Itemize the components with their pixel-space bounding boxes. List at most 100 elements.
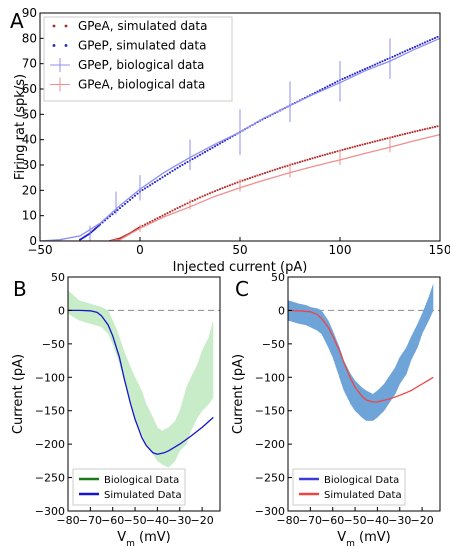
data-point: [199, 153, 201, 156]
data-point: [316, 90, 319, 93]
data-point: [271, 169, 274, 172]
data-point: [199, 196, 201, 199]
data-point: [229, 184, 231, 187]
panel-a: A−50 0 50 100 1500102030405060708090Injected…: [10, 6, 450, 275]
legend-marker: [52, 44, 56, 47]
y-tick-label: 10: [22, 209, 37, 223]
y-tick-label: −50: [42, 338, 65, 351]
data-point: [431, 38, 434, 41]
data-point: [119, 237, 121, 240]
data-point: [251, 176, 254, 179]
data-point: [424, 41, 426, 44]
data-point: [421, 128, 424, 131]
data-point: [394, 54, 396, 57]
data-point: [206, 149, 209, 152]
x-tick-label: −70: [79, 514, 102, 527]
data-point: [331, 151, 334, 154]
y-tick-label: 60: [22, 82, 37, 96]
data-point: [369, 141, 371, 144]
data-point: [156, 179, 159, 182]
data-point: [87, 233, 90, 236]
data-point: [84, 235, 86, 238]
data-point: [264, 172, 266, 174]
data-point: [216, 189, 219, 192]
data-point: [169, 210, 171, 213]
data-band: [68, 290, 214, 468]
data-point: [276, 167, 279, 170]
y-axis-label: Firing rat (spk/s): [13, 74, 28, 180]
y-tick-label: −300: [255, 505, 285, 518]
data-point: [356, 145, 359, 147]
data-point: [419, 129, 421, 132]
data-point: [401, 133, 404, 136]
x-tick-label: −50: [27, 243, 52, 257]
data-point: [159, 216, 161, 218]
legend-marker: [64, 44, 68, 47]
data-point: [151, 182, 154, 185]
data-point: [191, 158, 194, 161]
legend-label: GPeP, simulated data: [78, 39, 206, 53]
plot-area: [40, 36, 440, 241]
data-point: [179, 165, 181, 168]
data-point: [129, 198, 131, 201]
data-point: [396, 53, 399, 56]
panel-c: C−80 −70 −60 −50 −40 −30 −20−300−250−200−150−1…: [231, 271, 441, 549]
data-point: [224, 139, 226, 142]
data-point: [124, 203, 126, 205]
data-point: [201, 195, 204, 198]
data-point: [184, 203, 186, 206]
data-point: [386, 137, 389, 140]
legend-entry: Simulated Data: [299, 490, 402, 501]
plot-area: [68, 290, 220, 468]
data-point: [176, 207, 179, 209]
y-tick-label: 0: [58, 304, 65, 317]
legend-entry: GPeP, biological data: [50, 58, 204, 72]
data-point: [311, 93, 314, 95]
data-point: [364, 68, 366, 70]
data-point: [406, 132, 409, 135]
data-point: [424, 128, 426, 131]
data-point: [406, 49, 409, 52]
data-point: [80, 238, 83, 240]
data-point: [181, 204, 184, 207]
data-point: [104, 219, 106, 222]
data-point: [120, 236, 123, 239]
data-point: [369, 65, 371, 68]
data-point: [376, 62, 379, 65]
data-point: [161, 176, 164, 179]
data-point: [211, 146, 214, 149]
x-tick-label: −20: [191, 514, 214, 527]
data-point: [351, 146, 354, 149]
data-point: [209, 192, 211, 195]
data-point: [219, 142, 221, 145]
y-tick-label: 80: [22, 31, 37, 45]
legend-label: GPeA, simulated data: [78, 19, 207, 33]
y-tick-label: 0: [29, 234, 37, 248]
data-point: [231, 183, 234, 186]
data-point: [141, 189, 144, 191]
legend-entry: GPeP, simulated data: [52, 39, 206, 53]
x-axis-label-main: Injected current (pA): [173, 260, 308, 275]
data-point: [416, 129, 419, 132]
y-tick-label: 30: [22, 158, 37, 172]
data-point: [214, 190, 216, 193]
y-tick-label: −250: [35, 472, 65, 485]
data-point: [306, 158, 309, 161]
data-point: [349, 74, 351, 77]
data-point: [206, 193, 209, 196]
data-point: [126, 233, 129, 236]
data-point: [386, 58, 389, 60]
data-point: [149, 221, 151, 223]
data-point: [204, 194, 206, 197]
data-line-2: [40, 37, 440, 241]
data-point: [146, 185, 149, 188]
data-point: [164, 174, 166, 177]
data-point: [416, 44, 419, 47]
data-point: [314, 91, 316, 94]
legend-label: GPeA, biological data: [78, 78, 205, 92]
data-point: [144, 187, 146, 190]
data-point: [244, 178, 246, 181]
data-point: [92, 229, 95, 231]
data-point: [419, 43, 421, 46]
